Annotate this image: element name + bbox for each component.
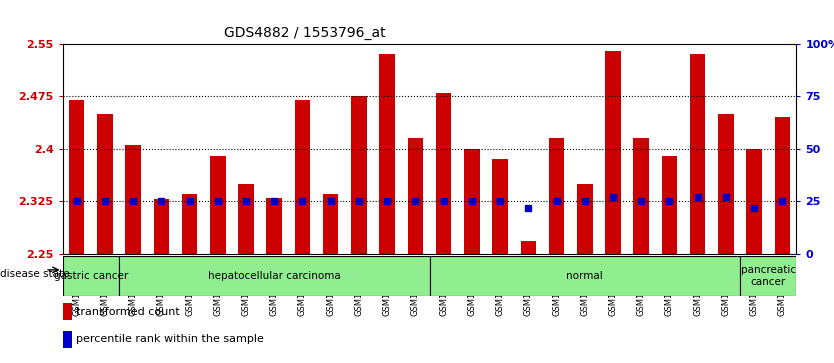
Text: transformed count: transformed count	[76, 306, 180, 317]
Bar	[436, 93, 451, 254]
Text: gastric cancer: gastric cancer	[53, 271, 128, 281]
Bar	[125, 145, 141, 254]
Bar	[351, 96, 367, 254]
Bar	[661, 156, 677, 254]
Bar	[492, 159, 508, 254]
Text: pancreatic
cancer: pancreatic cancer	[741, 265, 796, 287]
Bar	[294, 100, 310, 254]
Bar	[182, 195, 198, 254]
Text: GDS4882 / 1553796_at: GDS4882 / 1553796_at	[224, 26, 385, 40]
Bar	[775, 117, 790, 254]
Bar	[634, 138, 649, 254]
Text: percentile rank within the sample: percentile rank within the sample	[76, 334, 264, 344]
Bar	[740, 256, 796, 296]
Bar	[323, 195, 339, 254]
Bar	[379, 54, 395, 254]
Bar	[430, 256, 740, 296]
Bar	[746, 149, 762, 254]
Bar	[63, 303, 72, 320]
Bar	[520, 241, 536, 254]
Bar	[605, 50, 620, 254]
Bar	[577, 184, 592, 254]
Text: normal: normal	[566, 271, 603, 281]
Bar	[153, 199, 169, 254]
Text: hepatocellular carcinoma: hepatocellular carcinoma	[208, 271, 340, 281]
Bar	[239, 184, 254, 254]
Bar	[267, 198, 282, 254]
Bar	[119, 256, 430, 296]
Bar	[549, 138, 565, 254]
Text: disease state: disease state	[0, 269, 69, 279]
Bar	[408, 138, 423, 254]
Bar	[63, 331, 72, 348]
Bar	[210, 156, 225, 254]
Bar	[97, 114, 113, 254]
Bar	[63, 256, 119, 296]
Bar	[690, 54, 706, 254]
Bar	[718, 114, 734, 254]
Bar	[464, 149, 480, 254]
Bar	[69, 100, 84, 254]
